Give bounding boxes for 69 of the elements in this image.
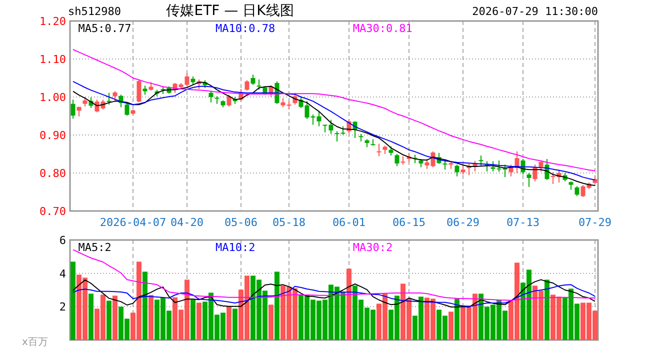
bar [148, 295, 154, 340]
bar [112, 296, 118, 340]
x-tick-label: 2026-04-07 [100, 216, 166, 229]
bar [88, 294, 94, 340]
x-tick-label: 07-29 [578, 216, 612, 229]
bar [268, 304, 274, 340]
y-tick-label: 0.80 [40, 167, 66, 180]
y-tick-label: 1.00 [40, 91, 66, 104]
candlestick [574, 186, 580, 197]
y-axis-title: x百万 [22, 337, 48, 348]
x-tick-label: 06-01 [332, 216, 366, 229]
candlestick [70, 99, 76, 120]
candlestick [442, 159, 448, 170]
bar [190, 300, 196, 340]
candlestick [478, 155, 484, 166]
candlestick [142, 85, 148, 96]
candlestick [214, 96, 220, 104]
x-tick-label: 04-20 [170, 216, 204, 229]
candlestick [460, 164, 466, 176]
bar [274, 272, 280, 340]
text: MA30:2 [352, 241, 393, 254]
candlestick [136, 80, 142, 103]
y-tick-label: 1.20 [40, 15, 66, 28]
candlestick [124, 102, 130, 116]
candlestick [454, 164, 460, 177]
y-tick-label: 2 [59, 300, 66, 314]
bar [142, 272, 148, 340]
text: MA10:2 [216, 241, 256, 254]
y-tick-label: 1.10 [40, 53, 66, 66]
text: MA10:0.78 [216, 22, 276, 35]
candlestick [244, 80, 250, 92]
candlestick [526, 172, 532, 188]
text: MA5:0.77 [78, 22, 132, 35]
candlestick [394, 154, 400, 167]
candlestick [226, 94, 232, 107]
bar [106, 300, 112, 340]
candlestick [112, 90, 118, 102]
x-tick-label: 06-15 [392, 216, 426, 229]
text: 2026-07-29 11:30:00 [472, 5, 598, 18]
bar [196, 302, 202, 340]
candlestick [82, 96, 88, 107]
x-tick-label: 06-29 [446, 216, 480, 229]
x-tick-label: 05-06 [224, 216, 258, 229]
bar [346, 268, 352, 340]
line-series [72, 279, 596, 308]
text: MA5:2 [78, 241, 112, 254]
candlestick [256, 79, 262, 90]
bar [232, 308, 238, 340]
candlestick [388, 146, 394, 156]
x-tick-label: 05-18 [272, 216, 306, 229]
candlestick [538, 160, 544, 172]
y-tick-label: 6 [59, 234, 66, 247]
line-series [72, 284, 596, 307]
bar [226, 306, 232, 340]
line-series [72, 49, 596, 172]
candlestick [208, 90, 214, 103]
y-tick-label: 0.70 [40, 205, 66, 218]
candlestick [376, 143, 382, 157]
bar [454, 298, 460, 340]
bar [448, 312, 454, 340]
text: sh512980 [68, 5, 121, 18]
bar [544, 280, 550, 340]
candlestick [250, 74, 256, 86]
chart-title: 传媒ETF — 日K线图 [166, 3, 294, 19]
y-tick-label: 4 [59, 267, 66, 280]
text: MA30:0.81 [352, 22, 412, 35]
y-tick-label: 0.90 [40, 129, 66, 142]
bar [70, 262, 76, 340]
x-tick-label: 07-13 [506, 216, 540, 229]
